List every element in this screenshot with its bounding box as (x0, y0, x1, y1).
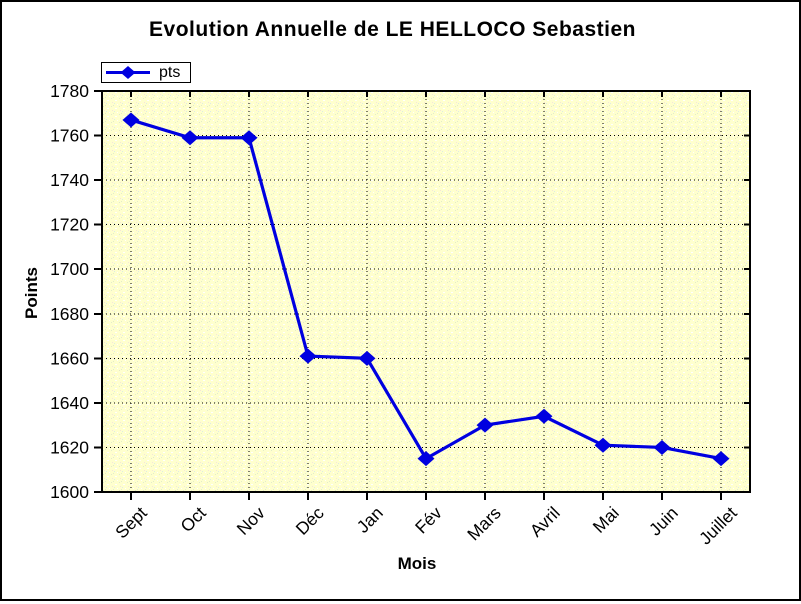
x-tick-label: Juillet (695, 503, 741, 549)
y-tick-label: 1640 (50, 393, 89, 413)
data-point-marker (535, 408, 553, 424)
y-tick-label: 1680 (50, 304, 89, 324)
legend-line-marker-icon (106, 66, 150, 79)
x-tick-label: Jan (353, 503, 387, 537)
y-tick-labels: 1600 1620 1640 1660 1680 1700 1720 1740 1760 1780 (50, 81, 89, 502)
data-point-marker (358, 350, 376, 366)
x-tick-label: Mars (463, 503, 505, 545)
x-tick-label: Déc (292, 503, 328, 539)
y-tick-label: 1700 (50, 259, 89, 279)
x-tick-label: Avril (526, 503, 564, 541)
data-point-marker (712, 451, 730, 467)
tick-marks (94, 90, 750, 500)
x-tick-label: Oct (176, 503, 209, 536)
x-axis-title: Mois (397, 554, 437, 573)
y-tick-label: 1720 (50, 215, 89, 235)
data-point-marker (476, 417, 494, 433)
data-point-marker (240, 130, 258, 146)
data-point-marker (653, 439, 671, 455)
data-point-marker (299, 348, 317, 364)
data-point-marker (594, 437, 612, 453)
gridlines (102, 91, 750, 492)
data-point-markers (122, 112, 730, 467)
y-tick-label: 1600 (50, 482, 89, 502)
chart-title: Evolution Annuelle de LE HELLOCO Sebasti… (149, 18, 636, 41)
y-tick-label: 1780 (50, 81, 89, 101)
x-tick-label: Fév (411, 503, 446, 538)
y-tick-label: 1620 (50, 437, 89, 457)
x-tick-labels: Sept Oct Nov Déc Jan Fév Mars Avril Mai Juin Juill… (111, 503, 741, 549)
data-point-marker (417, 451, 435, 467)
y-tick-label: 1760 (50, 126, 89, 146)
y-tick-label: 1740 (50, 170, 89, 190)
legend: pts (101, 62, 191, 83)
data-point-marker (122, 112, 140, 128)
data-point-marker (181, 130, 199, 146)
x-tick-label: Sept (111, 503, 151, 543)
x-tick-label: Nov (233, 503, 269, 539)
x-tick-label: Mai (589, 503, 623, 537)
x-tick-label: Juin (645, 503, 682, 540)
y-tick-label: 1660 (50, 348, 89, 368)
legend-series-label: pts (159, 64, 181, 81)
